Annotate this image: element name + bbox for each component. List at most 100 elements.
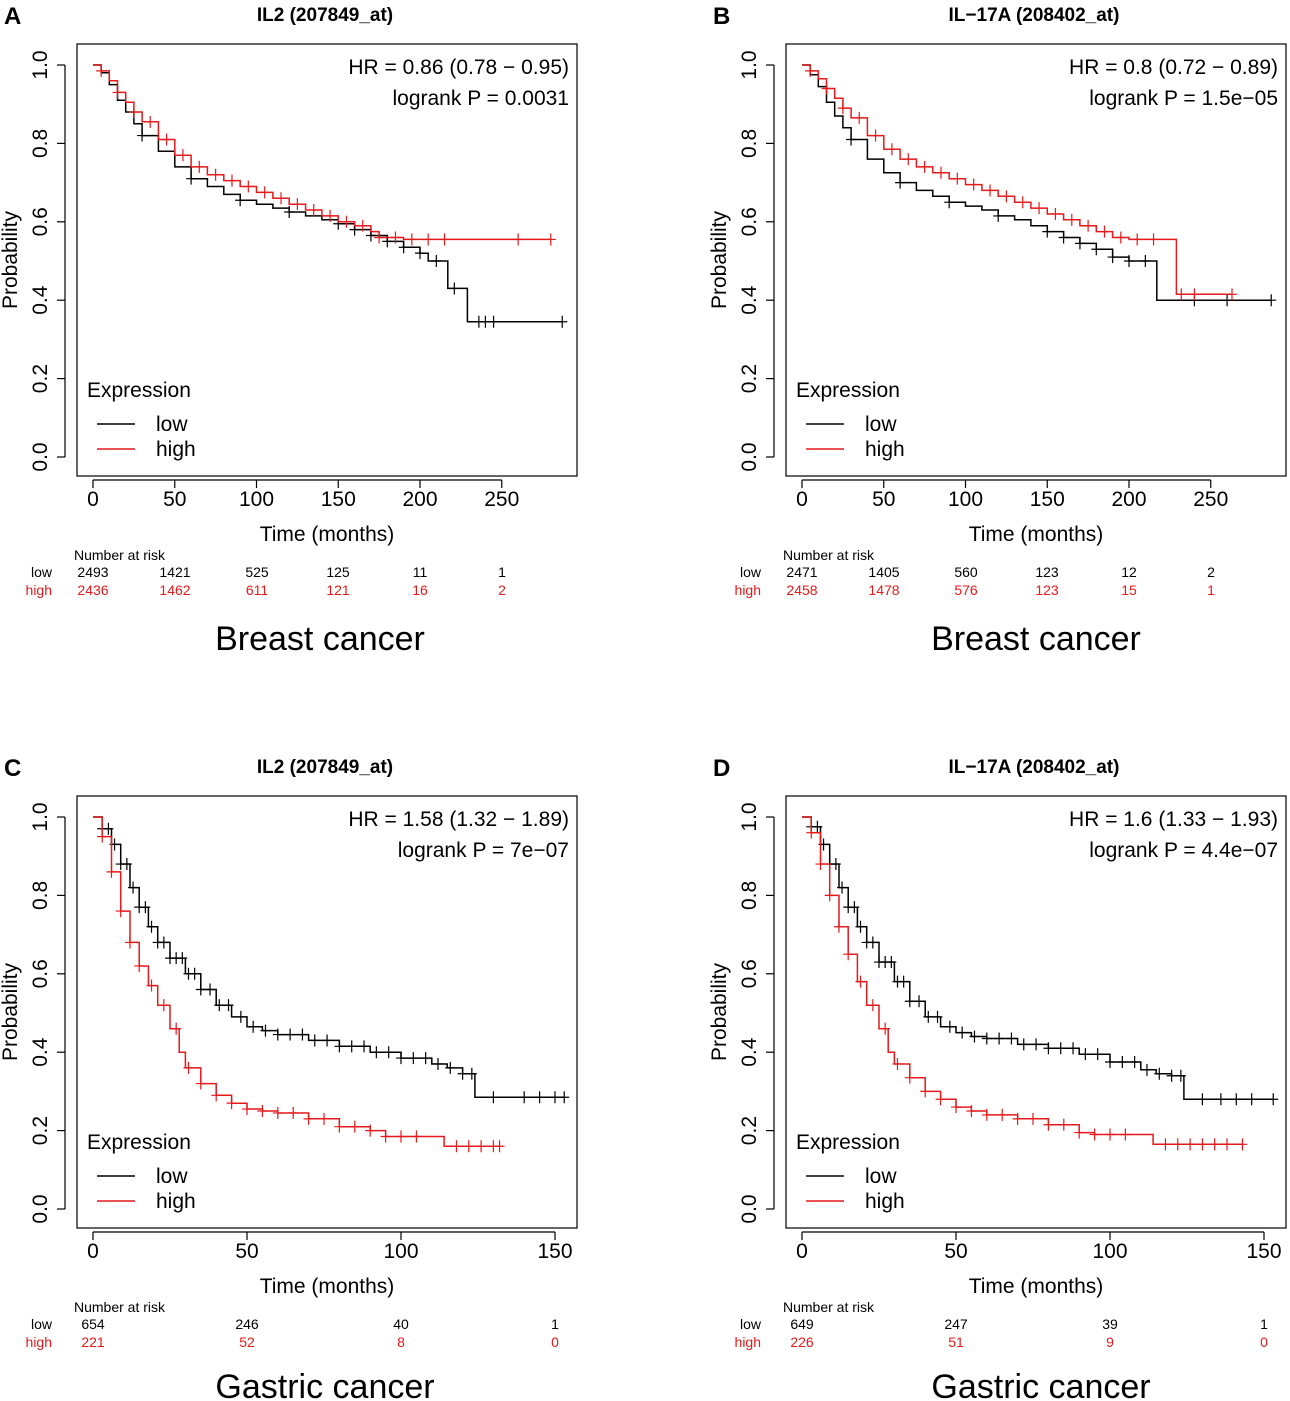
- survival-curve-low: [802, 64, 1272, 301]
- hazard-ratio: HR = 0.86 (0.78 − 0.95): [348, 56, 569, 79]
- legend-label-high: high: [865, 1190, 905, 1213]
- censor-mark-high: [380, 1130, 391, 1143]
- censor-mark-high: [1001, 190, 1012, 203]
- censor-mark-high: [985, 184, 996, 197]
- censor-mark-high: [211, 1089, 222, 1102]
- censor-mark-low: [383, 1046, 394, 1059]
- censor-mark-low: [957, 1026, 968, 1039]
- panel-caption: Breast cancer: [931, 620, 1141, 658]
- censor-mark-low: [886, 956, 897, 969]
- censor-mark-high: [997, 1108, 1008, 1121]
- risk-value-high: 0: [551, 1334, 559, 1350]
- risk-value-high: 2436: [77, 582, 108, 598]
- risk-value-low: 12: [1121, 564, 1137, 580]
- panel-letter: C: [4, 755, 21, 782]
- censor-mark-high: [1074, 1126, 1085, 1139]
- series-low: [802, 64, 1277, 307]
- censor-mark-low: [1107, 251, 1118, 264]
- censor-mark-low: [923, 1010, 934, 1023]
- risk-value-low: 525: [245, 564, 269, 580]
- y-tick-label: 1.0: [29, 50, 52, 79]
- legend-title: Expression: [796, 379, 900, 402]
- plot-frame: [76, 795, 578, 1229]
- censor-mark-low: [189, 967, 200, 980]
- censor-mark-low: [1068, 1042, 1079, 1055]
- risk-value-high: 51: [948, 1334, 964, 1350]
- censor-mark-low: [432, 1057, 443, 1070]
- chart-title: IL−17A (208402_at): [949, 5, 1120, 26]
- censor-mark-low: [1058, 231, 1069, 244]
- censor-mark-high: [396, 1130, 406, 1143]
- censor-mark-low: [981, 1032, 992, 1045]
- risk-table-header: Number at risk: [74, 547, 166, 563]
- censor-mark-low: [359, 1040, 370, 1053]
- censor-mark-low: [137, 129, 148, 142]
- censor-mark-high: [981, 1108, 992, 1121]
- y-tick-label: 0.6: [738, 959, 761, 988]
- censor-mark-low: [895, 176, 906, 189]
- censor-mark-low: [1117, 1056, 1128, 1068]
- censor-mark-high: [115, 905, 126, 918]
- y-tick-label: 0.4: [29, 1037, 52, 1067]
- risk-value-high: 52: [239, 1334, 255, 1350]
- censor-mark-low: [128, 881, 139, 894]
- censor-mark-low: [837, 881, 848, 894]
- censor-mark-high: [494, 1140, 505, 1153]
- censor-mark-high: [319, 1112, 329, 1125]
- censor-mark-high: [1132, 233, 1143, 246]
- censor-mark-low: [914, 995, 925, 1008]
- censor-mark-low: [445, 1061, 456, 1074]
- risk-value-high: 576: [954, 582, 978, 598]
- censor-mark-low: [334, 1040, 345, 1053]
- legend-title: Expression: [796, 1131, 900, 1154]
- censor-mark-high: [96, 64, 107, 77]
- y-tick-label: 0.6: [29, 207, 52, 236]
- x-axis-label: Time (months): [260, 523, 395, 546]
- y-tick-label: 0.8: [738, 129, 761, 158]
- legend-label-high: high: [156, 438, 196, 461]
- censor-mark-low: [1018, 1038, 1029, 1051]
- censor-mark-low: [396, 1052, 406, 1065]
- censor-mark-low: [1055, 1042, 1066, 1055]
- risk-value-high: 226: [790, 1334, 814, 1350]
- censor-mark-low: [186, 172, 197, 185]
- censor-mark-high: [97, 830, 108, 843]
- censor-mark-high: [303, 1112, 314, 1125]
- risk-row-label-high: high: [735, 1334, 761, 1350]
- y-tick-label: 0.6: [29, 959, 52, 988]
- risk-value-high: 2458: [786, 582, 817, 598]
- censor-mark-high: [226, 1097, 237, 1110]
- censor-mark-low: [1092, 1048, 1103, 1061]
- x-tick-label: 100: [1092, 1240, 1127, 1263]
- censor-mark-high: [357, 219, 368, 232]
- censor-mark-high: [423, 233, 434, 246]
- y-tick-label: 0.0: [738, 442, 761, 471]
- censor-mark-low: [1129, 1056, 1140, 1068]
- risk-row-label-low: low: [740, 1316, 762, 1332]
- censor-mark-high: [1043, 1118, 1054, 1131]
- chart-title: IL2 (207849_at): [257, 757, 393, 778]
- censor-mark-low: [457, 1067, 468, 1080]
- censor-mark-low: [297, 1028, 308, 1041]
- risk-row-label-low: low: [740, 564, 762, 580]
- risk-value-low: 1: [1260, 1316, 1268, 1332]
- censor-mark-high: [1066, 213, 1077, 226]
- censor-mark-high: [968, 178, 979, 191]
- censor-mark-high: [870, 129, 881, 142]
- risk-value-low: 1421: [159, 564, 190, 580]
- censor-mark-low: [223, 999, 234, 1012]
- censor-mark-high: [920, 1085, 931, 1098]
- censor-mark-high: [308, 204, 319, 217]
- censor-mark-low: [1231, 1093, 1242, 1106]
- censor-mark-low: [488, 1091, 499, 1104]
- censor-mark-high: [952, 172, 963, 185]
- panel-letter: B: [713, 3, 730, 30]
- censor-mark-low: [431, 255, 442, 267]
- censor-mark-high: [1058, 1118, 1069, 1131]
- censor-mark-low: [466, 1067, 477, 1080]
- censor-mark-low: [260, 1024, 271, 1037]
- censor-mark-high: [242, 1103, 252, 1116]
- survival-curve-high: [93, 816, 500, 1148]
